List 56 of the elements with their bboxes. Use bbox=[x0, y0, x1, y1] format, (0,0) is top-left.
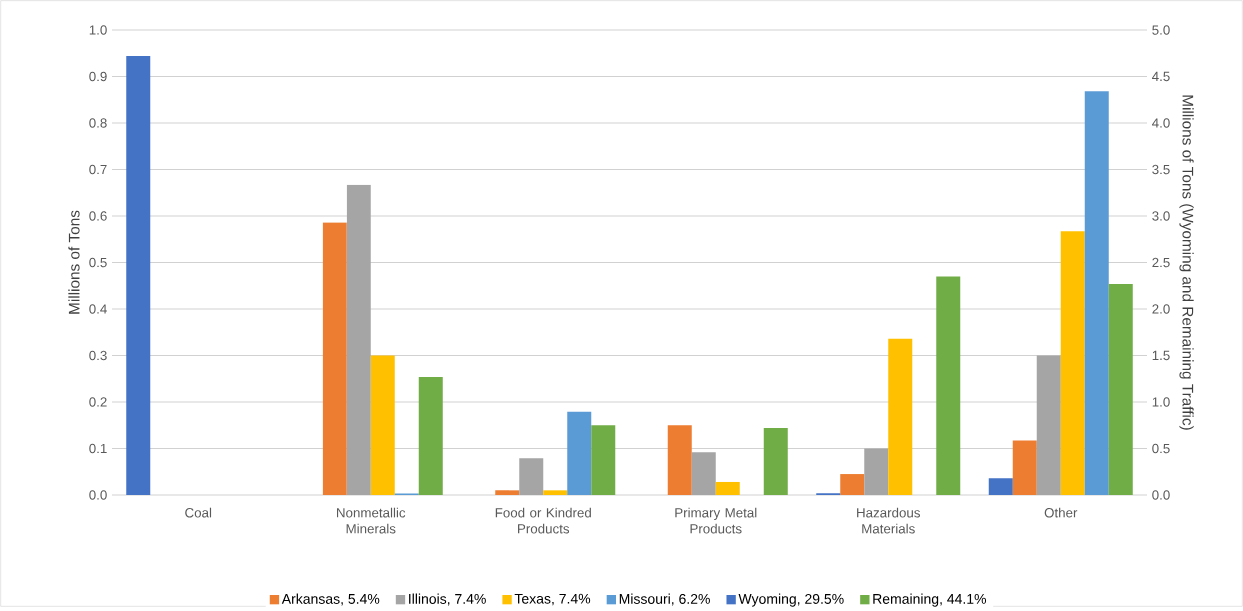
y2-tick-label: 0.0 bbox=[1152, 490, 1170, 500]
y-tick-label: 0.8 bbox=[89, 118, 107, 128]
legend-label: Missouri, 6.2% bbox=[619, 593, 710, 606]
legend-label: Illinois, 7.4% bbox=[409, 593, 486, 606]
bar bbox=[988, 478, 1013, 495]
y-tick-label: 0.9 bbox=[89, 71, 107, 82]
bar bbox=[519, 458, 544, 495]
y-tick-label: 0.1 bbox=[89, 443, 107, 454]
bar bbox=[322, 222, 347, 495]
bar bbox=[1012, 440, 1037, 495]
bar bbox=[936, 276, 961, 495]
bar bbox=[126, 56, 151, 495]
bar bbox=[543, 490, 568, 495]
y2-tick-label: 2.0 bbox=[1152, 304, 1170, 314]
y2-tick-label: 3.0 bbox=[1152, 211, 1170, 221]
x-tick-label: Nonmetallic Minerals bbox=[337, 507, 406, 534]
y-tick-label: 0.3 bbox=[89, 350, 107, 361]
y2-tick-label: 0.5 bbox=[1152, 443, 1170, 454]
y2-axis-title: Millions of Tons (Wyoming and Remaining Traffic) bbox=[1179, 95, 1194, 430]
y2-tick-label: 1.0 bbox=[1152, 397, 1170, 407]
bar bbox=[888, 338, 913, 495]
y2-tick-label: 5.0 bbox=[1152, 25, 1170, 35]
legend-label: Remaining, 44.1% bbox=[873, 593, 987, 607]
y2-tick-label: 1.5 bbox=[1152, 350, 1170, 361]
y-tick-label: 0.0 bbox=[89, 490, 107, 500]
y-tick-label: 0.5 bbox=[89, 257, 107, 268]
bar bbox=[346, 184, 371, 495]
bar bbox=[864, 448, 889, 495]
bar bbox=[1036, 355, 1061, 495]
bar bbox=[370, 355, 395, 495]
y-tick-label: 0.2 bbox=[89, 397, 107, 407]
y2-tick-label: 4.5 bbox=[1152, 71, 1170, 82]
x-tick-label: Coal bbox=[185, 507, 212, 518]
y-tick-label: 0.7 bbox=[89, 164, 107, 175]
bar bbox=[715, 481, 740, 495]
bar bbox=[763, 428, 788, 495]
legend-label: Wyoming, 29.5% bbox=[738, 593, 844, 607]
legend-label: Texas, 7.4% bbox=[514, 593, 591, 606]
y2-tick-label: 4.0 bbox=[1152, 118, 1170, 128]
y-tick-label: 0.6 bbox=[89, 211, 107, 221]
legend-label: Arkansas, 5.4% bbox=[281, 593, 380, 606]
y-tick-label: 1.0 bbox=[89, 25, 107, 35]
bar bbox=[495, 490, 520, 495]
bar bbox=[667, 425, 692, 495]
bar bbox=[691, 452, 716, 495]
x-tick-label: Food or Kindred Products bbox=[495, 507, 591, 534]
bar bbox=[1060, 231, 1085, 495]
x-tick-label: Primary Metal Products bbox=[675, 507, 757, 534]
y2-tick-label: 2.5 bbox=[1152, 257, 1170, 268]
y2-tick-label: 3.5 bbox=[1152, 164, 1170, 175]
x-tick-label: Other bbox=[1044, 507, 1078, 518]
x-tick-label: Hazardous Materials bbox=[857, 507, 920, 534]
bar bbox=[418, 376, 443, 495]
bar bbox=[840, 474, 865, 495]
y-tick-label: 0.4 bbox=[89, 304, 107, 314]
y-axis-title: Millions of Tons bbox=[68, 210, 80, 314]
